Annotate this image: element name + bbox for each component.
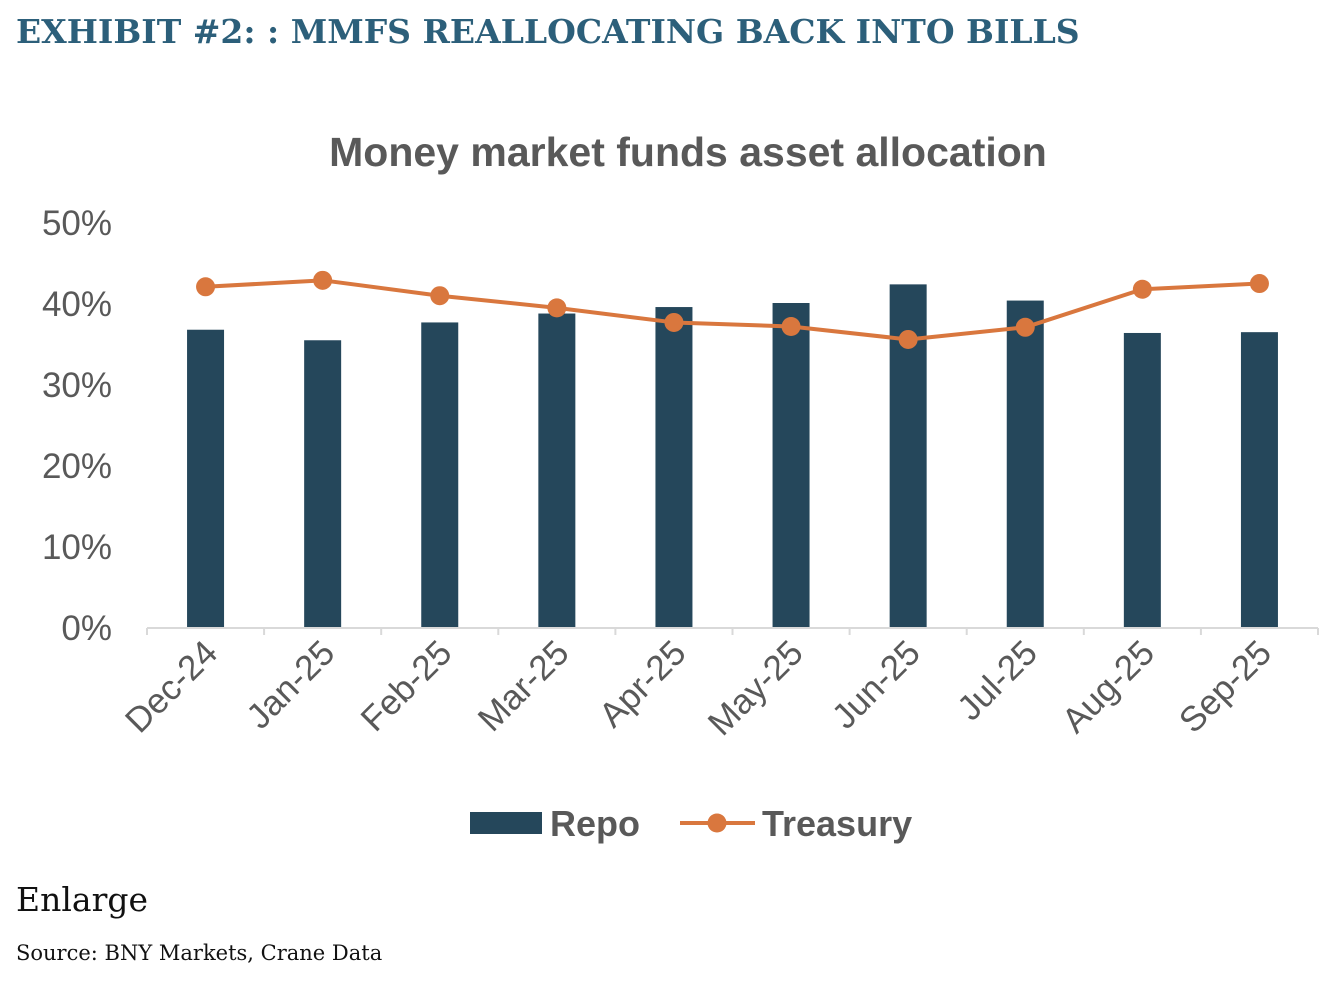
treasury-line [205,278,1260,342]
treasury-point [196,277,216,297]
repo-bars [187,284,1278,627]
y-tick-label: 50% [42,204,112,243]
repo-bar [1123,332,1161,627]
x-tick-label: May-25 [701,633,811,743]
repo-bar [187,329,225,627]
treasury-point [1132,279,1152,299]
treasury-point [1015,317,1035,337]
x-tick-label: Dec-24 [118,633,225,740]
repo-bar [1006,300,1044,627]
repo-bar [655,307,693,627]
legend-label-repo: Repo [550,803,640,844]
chart: Money market funds asset allocation 0% 10… [42,129,1319,844]
x-tick-label: Sep-25 [1172,633,1279,740]
repo-bar [304,340,342,627]
x-tick-label: Jun-25 [825,633,928,736]
treasury-point [781,316,801,336]
x-axis-tick-marks [146,628,1319,635]
enlarge-link[interactable]: Enlarge [16,880,148,919]
treasury-series [196,270,1269,349]
legend-swatch-repo [470,812,542,834]
source-note: Source: BNY Markets, Crane Data [16,941,383,965]
treasury-point [547,298,567,318]
treasury-point [313,270,333,290]
treasury-point [664,312,684,332]
repo-bar [1240,332,1278,627]
x-tick-label: Jan-25 [239,633,342,736]
treasury-point [430,286,450,306]
x-tick-label: Jul-25 [950,633,1045,728]
legend-swatch-treasury-marker [707,813,727,833]
repo-bar [538,313,576,627]
legend-label-treasury: Treasury [762,803,912,844]
y-tick-label: 20% [42,447,112,486]
x-tick-label: Feb-25 [353,633,459,739]
y-axis: 0% 10% 20% 30% 40% 50% [42,204,112,648]
exhibit-title: EXHIBIT #2: : MMFS REALLOCATING BACK INT… [16,12,1080,51]
x-axis-labels: Dec-24 Jan-25 Feb-25 Mar-25 Apr-25 May-25 Jun-… [118,633,1279,743]
treasury-point [1249,274,1269,294]
chart-title: Money market funds asset allocation [329,129,1047,175]
x-tick-label: Mar-25 [471,633,577,739]
legend: Repo Treasury [470,803,912,844]
repo-bar [421,322,459,627]
y-tick-label: 10% [42,528,112,567]
y-tick-label: 40% [42,285,112,324]
x-tick-label: Apr-25 [592,633,694,735]
y-tick-label: 0% [61,609,112,648]
x-tick-label: Aug-25 [1055,633,1162,740]
treasury-point [898,329,918,349]
repo-bar [772,303,810,627]
y-tick-label: 30% [42,366,112,405]
